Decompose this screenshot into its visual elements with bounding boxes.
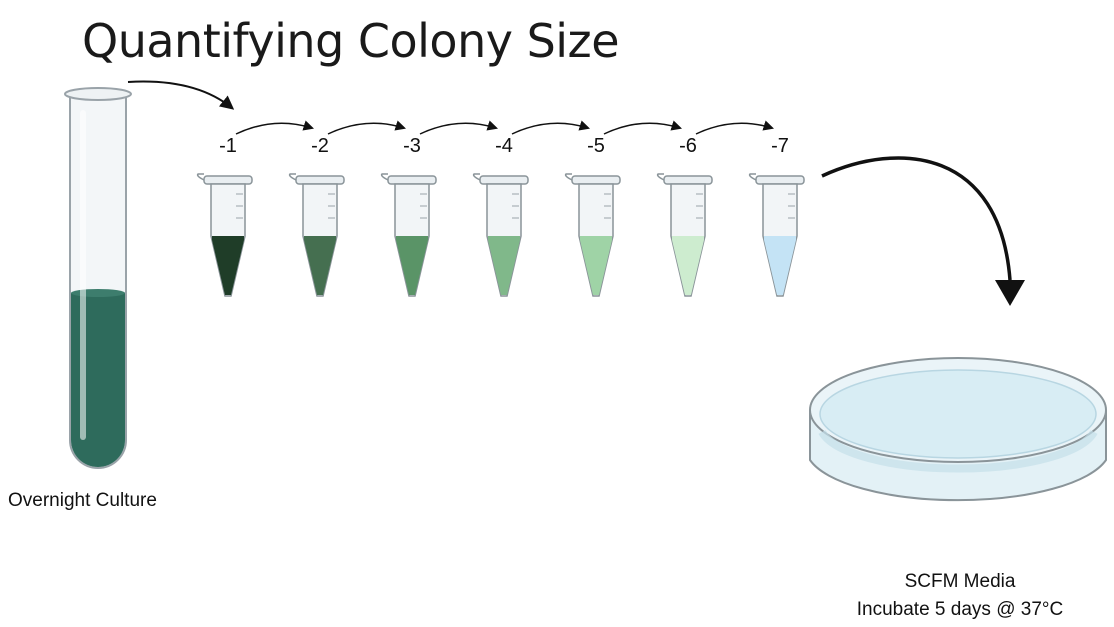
dilution-label: -1 <box>219 135 237 157</box>
dilution-label: -5 <box>587 135 605 157</box>
tube-liquid <box>764 236 796 295</box>
tube-cap <box>387 175 437 185</box>
plating-arrowhead <box>995 280 1025 306</box>
tube-cap <box>295 175 345 185</box>
dilution-transfer-arrow <box>419 120 499 135</box>
dilution-tube: -2 <box>288 120 407 297</box>
tube-cap <box>479 175 529 185</box>
plate-incubation-note: Incubate 5 days @ 37°C <box>856 599 1064 620</box>
tube-cap-hinge <box>196 173 205 181</box>
transfer-arrow-culture <box>127 80 235 110</box>
culture-label: Overnight Culture <box>8 490 157 511</box>
dilution-tube: -6 <box>656 120 775 297</box>
dilution-transfer-arrow <box>695 120 775 135</box>
page-title: Quantifying Colony Size <box>82 14 620 68</box>
dilution-label: -2 <box>311 135 329 157</box>
tube-cap-hinge <box>564 173 573 181</box>
plate-label: SCFM Media Incubate 5 days @ 37°C <box>810 568 1110 624</box>
plate-agar <box>819 369 1097 459</box>
dilution-tube: -3 <box>380 120 499 297</box>
dilution-tube: -5 <box>564 120 683 297</box>
dilution-label: -4 <box>495 135 513 157</box>
dilution-transfer-arrow <box>327 120 407 135</box>
tube-cap-hinge <box>748 173 757 181</box>
dilution-transfer-arrow <box>511 120 591 135</box>
dilution-tube: -4 <box>472 120 591 297</box>
dilution-transfer-arrow <box>603 120 683 135</box>
tube-cap-hinge <box>472 173 481 181</box>
tube-liquid <box>212 236 244 295</box>
plate-media-name: SCFM Media <box>904 571 1016 592</box>
tube-liquid <box>580 236 612 295</box>
dilution-label: -7 <box>771 135 789 157</box>
tube-liquid <box>396 236 428 295</box>
petri-dish <box>809 357 1107 502</box>
dilution-tube: -7 <box>748 135 805 297</box>
dilution-label: -6 <box>679 135 697 157</box>
culture-liquid <box>71 293 125 467</box>
dilution-transfer-arrow <box>235 120 315 135</box>
tube-liquid <box>488 236 520 295</box>
tube-cap-hinge <box>380 173 389 181</box>
tube-cap-hinge <box>288 173 297 181</box>
tube-cap <box>663 175 713 185</box>
plating-arrow <box>821 156 1012 281</box>
tube-liquid <box>304 236 336 295</box>
tube-liquid <box>672 236 704 295</box>
tube-cap-hinge <box>656 173 665 181</box>
culture-test-tube <box>64 87 132 469</box>
tube-cap <box>571 175 621 185</box>
dilution-tube: -1 <box>196 120 315 297</box>
dilution-label: -3 <box>403 135 421 157</box>
tube-cap <box>203 175 253 185</box>
tube-cap <box>755 175 805 185</box>
dilution-series: -1 -2 -3 -4 -5 -6 -7 <box>196 120 805 297</box>
